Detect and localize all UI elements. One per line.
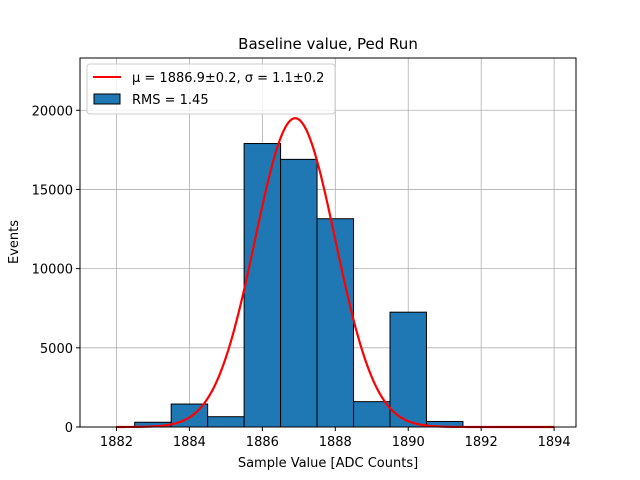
chart-title: Baseline value, Ped Run xyxy=(238,35,418,53)
histogram-bar xyxy=(207,416,245,428)
y-axis-title: Events xyxy=(7,220,22,264)
histogram-bar xyxy=(353,401,391,428)
legend-box xyxy=(86,63,336,115)
plot-frame xyxy=(79,57,577,428)
legend-fit-label-mu: μ = 1886.9±0.2, xyxy=(132,71,245,86)
histogram-bar xyxy=(243,143,282,428)
x-tick-label: 1882 xyxy=(100,435,133,450)
legend-histogram-swatch xyxy=(93,93,121,105)
legend-fit-label: μ = 1886.9±0.2, σ = 1.1±0.2 xyxy=(132,71,324,86)
y-tick-label: 5000 xyxy=(40,342,73,357)
legend-histogram-label: RMS = 1.45 xyxy=(132,93,209,108)
x-tick-label: 1890 xyxy=(392,435,425,450)
y-tick-label: 20000 xyxy=(32,104,73,119)
x-axis-title: Sample Value [ADC Counts] xyxy=(238,456,418,471)
y-tick-label: 0 xyxy=(65,421,73,436)
x-tick-label: 1886 xyxy=(246,435,279,450)
x-tick-label: 1894 xyxy=(538,435,571,450)
histogram-bars xyxy=(134,143,464,428)
histogram-bar xyxy=(280,158,318,428)
x-tick-label: 1884 xyxy=(173,435,206,450)
y-tick-label: 15000 xyxy=(32,183,73,198)
histogram-bar xyxy=(316,218,355,428)
axis-ticks: 1882 1884 1886 1888 1890 1892 1894 0 5000 10000 15… xyxy=(32,104,571,450)
y-tick-label: 10000 xyxy=(32,263,73,278)
legend-fit-label-sigma: σ = 1.1±0.2 xyxy=(245,71,325,86)
legend: μ = 1886.9±0.2, σ = 1.1±0.2 RMS = 1.45 xyxy=(86,63,336,115)
histogram-bar xyxy=(389,311,427,428)
x-tick-label: 1888 xyxy=(319,435,352,450)
x-tick-label: 1892 xyxy=(465,435,498,450)
